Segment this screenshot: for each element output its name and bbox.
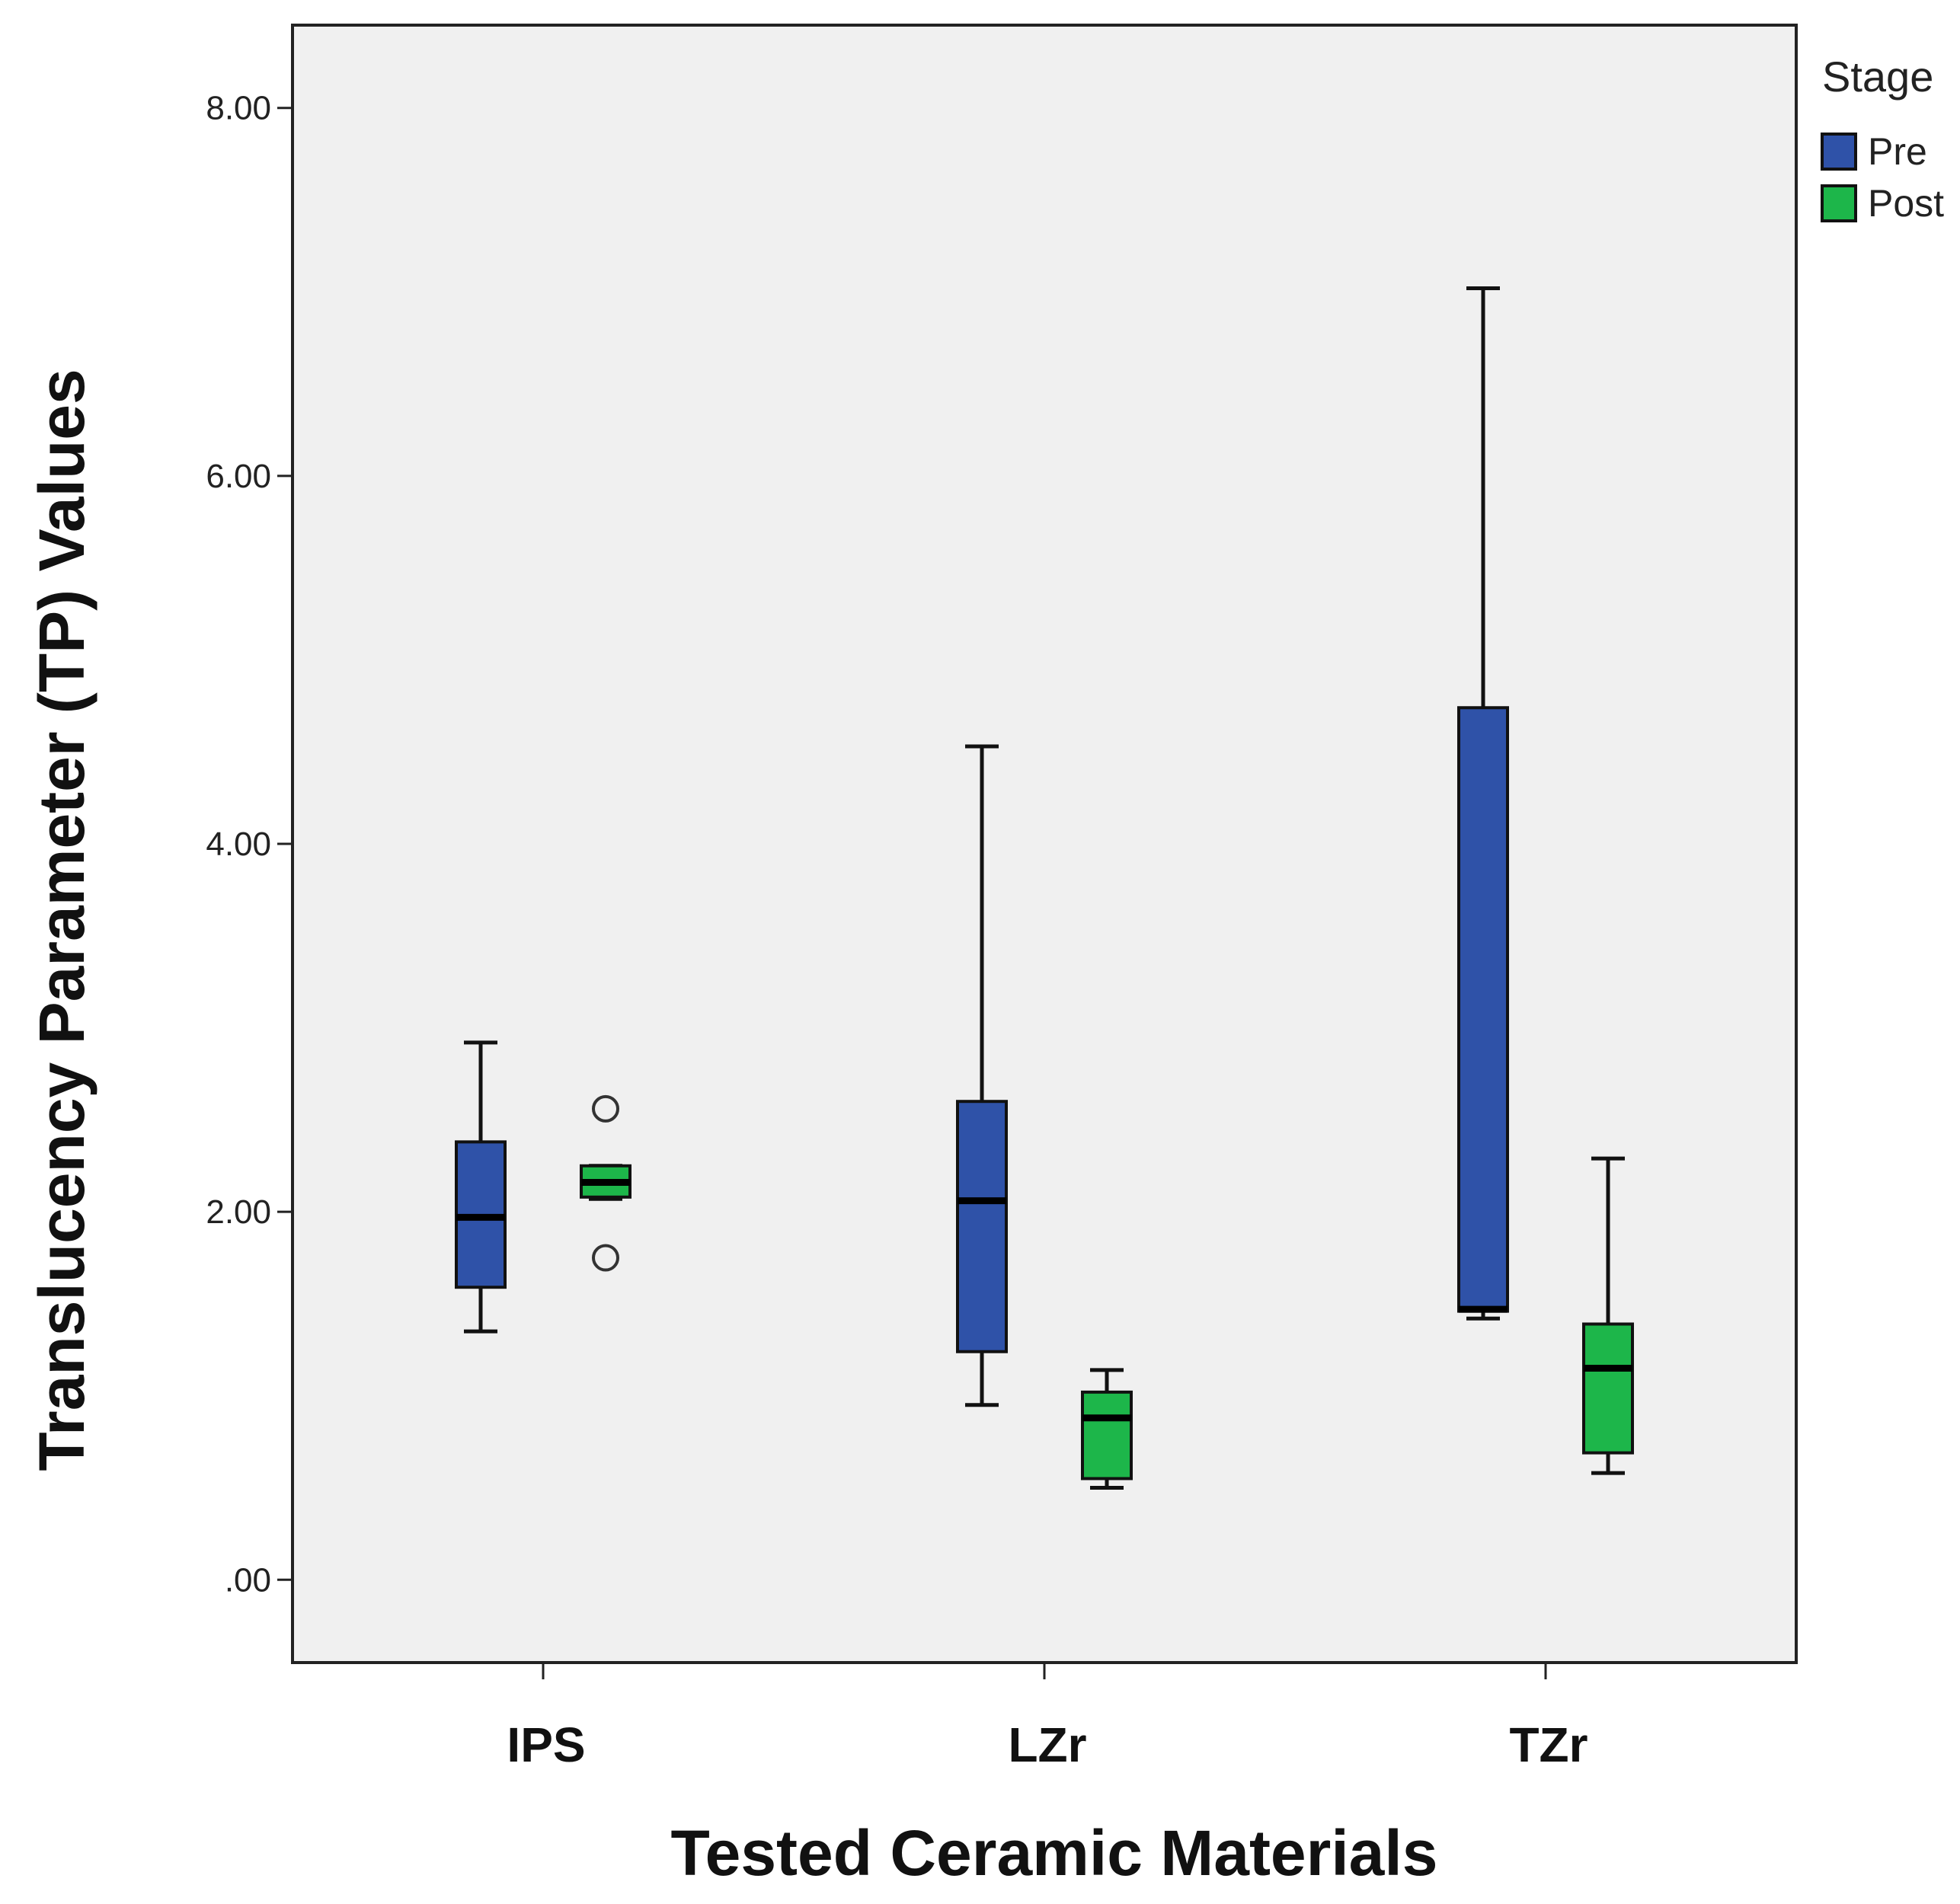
- legend-title: Stage: [1822, 53, 1933, 101]
- box-groups: [455, 286, 1634, 1490]
- outlier-point: [592, 1244, 619, 1272]
- y-tick-label: .00: [225, 1561, 271, 1599]
- y-axis: .00 2.00 4.00 6.00 8.00: [206, 90, 293, 1599]
- box-post-lzr: [1081, 1368, 1133, 1490]
- box-iqr: [1457, 706, 1509, 1313]
- legend: Stage Pre Post: [1821, 53, 1944, 225]
- legend-label-post: Post: [1868, 182, 1944, 225]
- x-tick-label: IPS: [507, 1717, 585, 1772]
- box-iqr: [1081, 1390, 1133, 1481]
- x-tick-label: TZr: [1509, 1717, 1588, 1772]
- legend-swatch-post: [1821, 184, 1857, 222]
- x-axis: IPS LZr TZr: [507, 1663, 1588, 1772]
- legend-label-pre: Pre: [1868, 130, 1927, 173]
- box-iqr: [1582, 1322, 1634, 1455]
- box-post-ips: [580, 1094, 631, 1272]
- y-axis-title: Translucency Parameter (TP) Values: [26, 369, 98, 1471]
- y-tick-label: 4.00: [206, 826, 271, 863]
- x-axis-title: Tested Ceramic Materials: [671, 1817, 1438, 1889]
- box-pre-tzr: [1457, 286, 1509, 1321]
- y-tick-label: 2.00: [206, 1193, 271, 1231]
- box-pre-lzr: [956, 744, 1008, 1407]
- box-iqr: [956, 1100, 1008, 1353]
- y-tick-label: 6.00: [206, 458, 271, 495]
- box-post-tzr: [1582, 1156, 1634, 1475]
- plot-area: [291, 24, 1798, 1664]
- x-tick-label: LZr: [1008, 1717, 1086, 1772]
- y-tick-label: 8.00: [206, 90, 271, 127]
- box-pre-ips: [455, 1040, 507, 1334]
- outlier-point: [592, 1094, 619, 1123]
- legend-swatch-pre: [1821, 133, 1857, 171]
